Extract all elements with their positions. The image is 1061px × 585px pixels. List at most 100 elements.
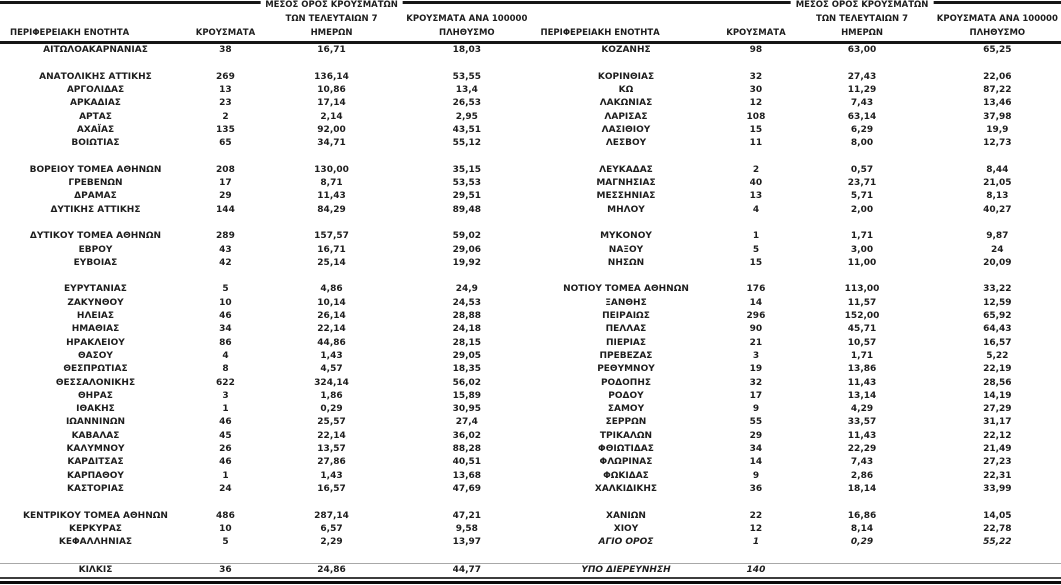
table-spacer-row	[531, 549, 1061, 562]
region-name-cell: ΚΕΦΑΛΛΗΝΙΑΣ	[58, 537, 133, 548]
per100k-cell: 40,51	[452, 457, 482, 468]
region-name-cell: ΛΑΚΩΝΙΑΣ	[599, 98, 653, 109]
table-row: ΛΕΣΒΟΥ 11 8,00 12,73	[531, 137, 1061, 150]
avg7-cell: 2,29	[320, 537, 343, 548]
avg7-cell: 2,00	[850, 204, 874, 215]
table-header-left: ΜΕΣΟΣ ΟΡΟΣ ΚΡΟΥΣΜΑΤΩΝ ΤΩΝ ΤΕΛΕΥΤΑΙΩΝ 7 Κ…	[0, 0, 531, 44]
table-row: ΚΩ 30 11,29 87,22	[531, 84, 1061, 97]
avg7-cell: 136,14	[314, 71, 349, 82]
cases-cell: 38	[219, 45, 232, 56]
bottom-double-border	[0, 577, 1061, 585]
per100k-cell: 13,46	[983, 98, 1012, 109]
cases-cell: 140	[746, 564, 766, 575]
avg7-cell: 6,29	[850, 124, 874, 135]
table-row: ΚΑΡΔΙΤΣΑΣ 46 27,86 40,51	[0, 456, 531, 469]
per100k-cell: 44,77	[452, 564, 482, 575]
table-row: ΚΟΡΙΝΘΙΑΣ 32 27,43 22,06	[531, 71, 1061, 84]
per100k-cell: 33,22	[983, 284, 1012, 295]
avg7-cell: 10,86	[317, 85, 346, 96]
table-row: ΜΕΣΣΗΝΙΑΣ 13 5,71 8,13	[531, 190, 1061, 203]
per100k-cell: 53,55	[452, 71, 482, 82]
per100k-cell: 29,06	[452, 244, 482, 255]
avg7-cell: 13,14	[847, 390, 877, 401]
table-row: ΑΡΤΑΣ 2 2,14 2,95	[0, 110, 531, 123]
table-body-right: ΚΟΖΑΝΗΣ 98 63,00 65,25 ΚΟΡΙΝΘΙΑΣ 32 27,43 22,06…	[530, 44, 1061, 576]
per100k-cell: 21,05	[983, 178, 1012, 189]
per100k-cell: 13,68	[452, 470, 482, 481]
table-row: ΑΝΑΤΟΛΙΚΗΣ ΑΤΤΙΚΗΣ 269 136,14 53,55	[0, 71, 531, 84]
table-row: ΧΑΛΚΙΔΙΚΗΣ 36 18,14 33,99	[531, 483, 1061, 496]
per100k-column-header-line2: ΠΛΗΘΥΣΜΟ	[969, 28, 1026, 38]
avg7-cell: 92,00	[317, 124, 346, 135]
cases-cell: 5	[222, 537, 229, 548]
per100k-cell: 12,73	[983, 138, 1012, 149]
avg7-cell: 16,71	[317, 244, 346, 255]
per100k-cell: 40,27	[983, 204, 1012, 215]
region-name-cell: ΠΕΛΛΑΣ	[605, 324, 647, 335]
cases-cell: 9	[752, 404, 760, 415]
table-row: ΙΩΑΝΝΙΝΩΝ 46 25,57 27,4	[0, 416, 531, 429]
per100k-cell: 22,12	[983, 430, 1012, 441]
region-name-cell: ΚΟΡΙΝΘΙΑΣ	[597, 71, 655, 82]
table-row: ΗΛΕΙΑΣ 46 26,14 28,88	[0, 310, 531, 323]
per100k-cell: 37,98	[983, 111, 1012, 122]
per100k-cell: 35,15	[452, 164, 482, 175]
table-row: ΘΕΣΣΑΛΟΝΙΚΗΣ 622 324,14 56,02	[0, 376, 531, 389]
region-name-cell: ΡΟΔΟΠΗΣ	[600, 377, 652, 388]
avg7-cell: 11,43	[847, 377, 877, 388]
region-name-cell: ΘΕΣΠΡΩΤΙΑΣ	[63, 364, 128, 375]
region-name-cell: ΚΑΒΑΛΑΣ	[71, 430, 120, 441]
region-name-cell: ΜΑΓΝΗΣΙΑΣ	[596, 178, 656, 189]
cases-cell: 3	[752, 350, 760, 361]
table-spacer-row	[0, 496, 531, 509]
table-row: ΦΘΙΩΤΙΔΑΣ 34 22,29 21,49	[531, 443, 1061, 456]
header-spacer	[721, 13, 790, 26]
avg7-cell: 6,57	[320, 523, 343, 534]
avg7-cell: 1,71	[850, 350, 874, 361]
per100k-cell: 27,23	[983, 457, 1012, 468]
cases-cell: 176	[746, 284, 766, 295]
table-row: ΘΑΣΟΥ 4 1,43 29,05	[0, 350, 531, 363]
per100k-cell: 14,19	[983, 390, 1012, 401]
table-row: ΧΙΟΥ 12 8,14 22,78	[531, 523, 1061, 536]
per100k-column-header-line1: ΚΡΟΥΣΜΑΤΑ ΑΝΑ 100000	[936, 14, 1058, 24]
per100k-cell: 2,95	[455, 111, 478, 122]
per100k-cell: 22,31	[983, 470, 1012, 481]
table-left-half: ΜΕΣΟΣ ΟΡΟΣ ΚΡΟΥΣΜΑΤΩΝ ΤΩΝ ΤΕΛΕΥΤΑΙΩΝ 7 Κ…	[0, 0, 531, 575]
per100k-cell: 5,22	[986, 350, 1009, 361]
region-name-cell: ΚΑΡΠΑΘΟΥ	[67, 470, 124, 481]
cases-cell: 5	[222, 284, 229, 295]
region-name-cell: ΚΑΛΥΜΝΟΥ	[66, 444, 125, 455]
avg7-cell: 17,14	[317, 98, 346, 109]
cases-cell: 1	[222, 470, 229, 481]
region-name-cell: ΛΑΣΙΘΙΟΥ	[601, 124, 651, 135]
cases-cell: 34	[219, 324, 232, 335]
avg7-cell: 27,86	[317, 457, 346, 468]
avg7-cell: 16,71	[317, 45, 346, 56]
cases-cell: 42	[219, 257, 232, 268]
region-name-cell: ΙΩΑΝΝΙΝΩΝ	[65, 417, 126, 428]
cases-cell: 10	[219, 523, 232, 534]
per100k-cell: 65,25	[983, 45, 1012, 56]
cases-cell: 46	[219, 457, 232, 468]
per100k-cell: 24,53	[452, 297, 482, 308]
avg7-cell: 4,29	[850, 404, 874, 415]
header-spacer	[0, 13, 191, 26]
table-row: ΖΑΚΥΝΘΟΥ 10 10,14 24,53	[0, 297, 531, 310]
table-row: ΛΑΣΙΘΙΟΥ 15 6,29 19,9	[531, 124, 1061, 137]
region-name-cell: ΝΟΤΙΟΥ ΤΟΜΕΑ ΑΘΗΝΩΝ	[563, 284, 689, 295]
cases-cell: 45	[219, 430, 232, 441]
avg7-cell: 13,86	[847, 364, 877, 375]
cases-cell: 12	[749, 523, 763, 534]
avg7-cell: 2,14	[320, 111, 343, 122]
per100k-cell: 53,53	[452, 178, 482, 189]
avg7-cell: 4,57	[320, 364, 343, 375]
table-row: ΘΗΡΑΣ 3 1,86 15,89	[0, 390, 531, 403]
table-row: ΚΑΣΤΟΡΙΑΣ 24 16,57 47,69	[0, 483, 531, 496]
table-row: ΑΡΚΑΔΙΑΣ 23 17,14 26,53	[0, 97, 531, 110]
cases-cell: 622	[216, 377, 235, 388]
region-name-cell: ΘΗΡΑΣ	[78, 390, 113, 401]
region-name-cell: ΥΠΟ ΔΙΕΡΕΥΝΗΣΗ	[581, 564, 671, 575]
avg7-cell: 7,43	[850, 457, 874, 468]
table-row: ΧΑΝΙΩΝ 22 16,86 14,05	[531, 509, 1061, 522]
